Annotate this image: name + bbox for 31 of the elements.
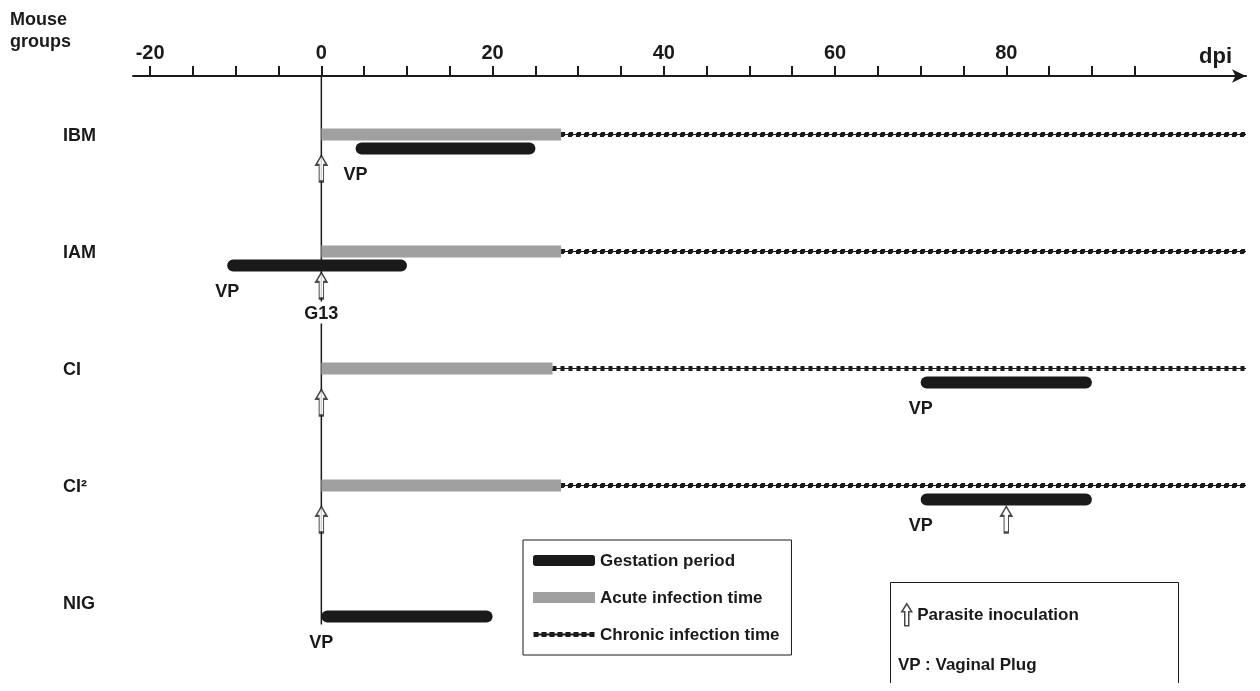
x-tick-label: 60 bbox=[823, 41, 847, 63]
y-tick-label: CI bbox=[63, 358, 81, 379]
x-axis-title: dpi bbox=[1199, 42, 1233, 68]
bar bbox=[920, 376, 1092, 389]
x-tick-label: -20 bbox=[135, 41, 165, 63]
bar bbox=[321, 245, 562, 258]
annotation: VP bbox=[215, 280, 240, 301]
legend-label: Gestation period bbox=[600, 551, 736, 570]
x-tick-label: 40 bbox=[652, 41, 675, 63]
y-tick-label: IBM bbox=[63, 124, 96, 145]
x-tick-label: 0 bbox=[315, 41, 327, 63]
annotation: VP bbox=[343, 163, 368, 184]
legend-label: Chronic infection time bbox=[600, 625, 780, 644]
y-axis-title: Mouse groups bbox=[10, 9, 73, 51]
x-tick-label: 80 bbox=[995, 41, 1018, 63]
y-tick-label: NIG bbox=[63, 592, 96, 613]
bar bbox=[355, 142, 536, 155]
text: VP bbox=[309, 631, 334, 652]
bar bbox=[321, 362, 553, 375]
annotation: VP bbox=[908, 514, 933, 535]
legend-label: Parasite inoculation bbox=[917, 605, 1079, 625]
legend-label: Acute infection time bbox=[600, 588, 763, 607]
bar bbox=[321, 128, 562, 141]
annotation: VP bbox=[908, 397, 933, 418]
text: VP : Vaginal Plug bbox=[898, 655, 1037, 674]
y-tick-label: CI² bbox=[63, 475, 87, 496]
x-tick-label: 20 bbox=[481, 41, 504, 63]
bar bbox=[321, 479, 562, 492]
annotation: G13 bbox=[304, 302, 339, 323]
bar bbox=[920, 493, 1092, 506]
y-tick-label: IAM bbox=[63, 241, 96, 262]
